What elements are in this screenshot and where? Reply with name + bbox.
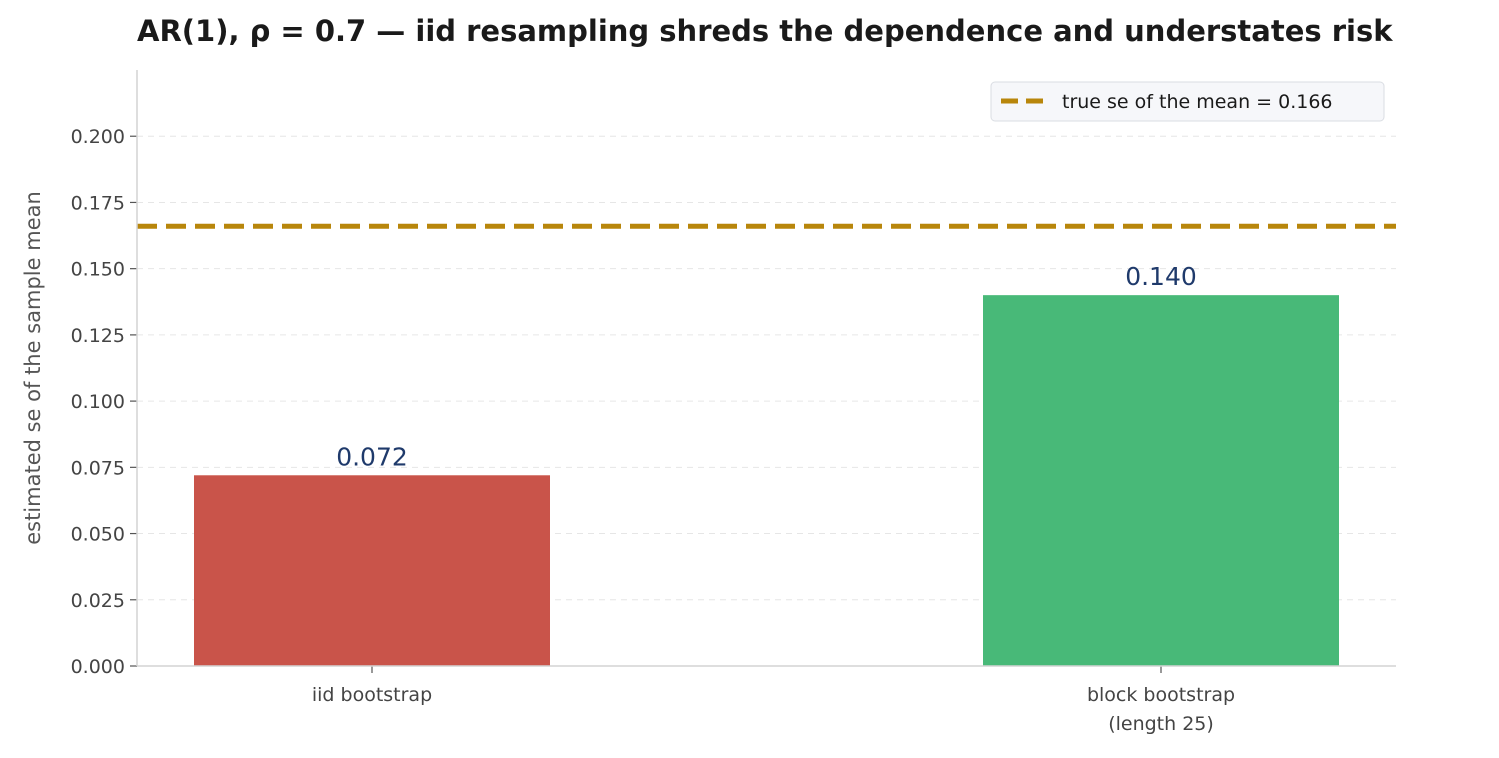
y-tick-label: 0.125 (71, 325, 125, 347)
x-tick-label: iid bootstrap (312, 684, 432, 706)
labels: 0.000 0.025 0.050 0.075 0.100 0.125 0.150 0.175… (21, 126, 1235, 735)
axes (130, 70, 1396, 673)
legend: true se of the mean = 0.166 (990, 81, 1385, 122)
chart-title: AR(1), ρ = 0.7 — iid resampling shreds t… (137, 14, 1393, 48)
legend-box (990, 81, 1385, 122)
y-tick-label: 0.175 (71, 192, 125, 214)
x-tick-label: block bootstrap (1087, 684, 1235, 706)
bars (194, 295, 1339, 666)
y-axis-label: estimated se of the sample mean (21, 191, 45, 545)
y-tick-label: 0.025 (71, 590, 125, 612)
legend-label: true se of the mean = 0.166 (1062, 91, 1333, 113)
y-tick-label: 0.100 (71, 391, 125, 413)
bar-value-label: 0.072 (336, 442, 408, 471)
x-tick-label: (length 25) (1108, 713, 1214, 735)
y-tick-label: 0.000 (71, 656, 125, 678)
bar (983, 295, 1339, 666)
y-tick-label: 0.075 (71, 457, 125, 479)
y-tick-label: 0.200 (71, 126, 125, 148)
y-tick-label: 0.150 (71, 259, 125, 281)
bar (194, 475, 550, 666)
bar-value-label: 0.140 (1125, 262, 1197, 291)
y-tick-label: 0.050 (71, 524, 125, 546)
